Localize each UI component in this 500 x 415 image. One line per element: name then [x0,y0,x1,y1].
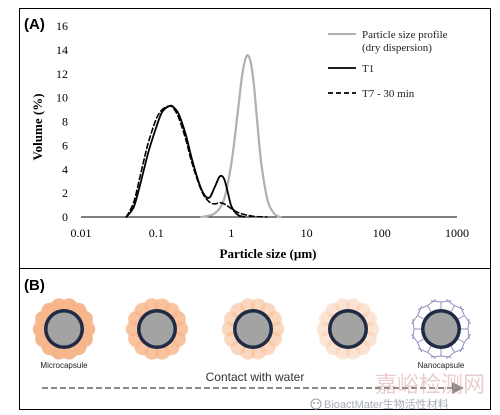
x-axis-label: Particle size (µm) [220,246,317,261]
wechat-icon [310,398,322,410]
polymer-branch [412,328,415,340]
polymer-branch [417,305,428,311]
y-tick-label: 4 [62,162,68,176]
capsule-stages [32,298,471,360]
y-tick-label: 0 [62,210,68,224]
wechat-icon-dot [313,402,315,404]
capsule-stage-3 [221,298,285,360]
series-line-1 [125,104,246,218]
capsule-stage-1 [32,298,96,360]
y-tick-label: 6 [62,138,68,152]
capsule-core [47,312,81,346]
polymer-branch [417,347,428,353]
polymer-branch [427,351,437,359]
x-tick-label: 0.1 [149,226,164,240]
polymer-branch [417,305,423,316]
y-tick-label: 16 [56,19,68,33]
watermark-chinese: 嘉峪检测网 [375,372,485,397]
x-tick-labels: 0.01 0.1 1 10 100 1000 [71,226,470,240]
polymer-chain [458,338,465,343]
x-tick-label: 1000 [445,226,469,240]
chart-area: 0.01 0.1 1 10 100 1000 0 2 4 6 8 10 12 14 16 [56,19,469,240]
y-tick-label: 10 [56,91,68,105]
capsule-stage-5 [411,299,471,359]
y-tick-label: 8 [62,115,68,129]
x-tick-label: 100 [373,226,391,240]
process-arrow-head [452,382,464,394]
wechat-icon-dot-2 [317,402,319,404]
polymer-branch [411,333,419,343]
polymer-branch [440,355,452,358]
y-tick-label: 12 [56,67,68,81]
polymer-chain [427,305,432,312]
x-tick-label: 10 [301,226,313,240]
legend-label-0: (dry dispersion) [362,42,432,54]
series-line-2 [125,105,269,218]
y-tick-label: 2 [62,186,68,200]
nanocapsule-label: Nanocapsule [418,361,465,370]
series-line-0 [200,54,282,219]
legend-label-0: Particle size profile [362,29,448,41]
capsule-stage-2 [125,298,189,360]
polymer-chain [417,315,424,320]
panel-b-label: (B) [24,277,45,294]
watermark-social-text: BioactMater生物活性材料 [324,397,449,411]
polymer-branch [445,351,455,359]
polymer-branch [430,300,442,303]
capsule-core [236,312,270,346]
polymer-branch [459,342,465,353]
watermark-social: BioactMater生物活性材料 [310,397,449,411]
polymer-branch [467,318,470,330]
polymer-branch [411,315,419,325]
contact-with-water-label: Contact with water [206,370,305,384]
x-tick-label: 0.01 [71,226,92,240]
polymer-branch [445,299,455,307]
polymer-branch [467,328,470,340]
y-axis-label: Volume (%) [30,93,45,160]
polymer-chain [458,315,465,320]
polymer-branch [454,347,465,353]
figure-border [19,8,491,410]
polymer-chain [417,338,424,343]
capsule-stage-4 [316,298,380,360]
polymer-chain [450,305,455,312]
capsule-core [140,312,174,346]
legend-label-2: T7 - 30 min [362,88,415,100]
polymer-branch [417,342,423,353]
polymer-chain [427,346,432,353]
polymer-branch [463,333,471,343]
polymer-branch [454,305,465,311]
polymer-chain [450,346,455,353]
polymer-branch [463,315,471,325]
polymer-branch [430,355,442,358]
legend-label-1: T1 [362,63,374,75]
microcapsule-label: Microcapsule [40,361,88,370]
polymer-branch [427,299,437,307]
polymer-branch [459,305,465,316]
polymer-branch [440,300,452,303]
y-tick-label: 14 [56,43,68,57]
capsule-core [331,312,365,346]
series-layer [125,54,282,219]
panel-a-label: (A) [24,16,45,33]
capsule-core [424,312,458,346]
legend: Particle size profile(dry dispersion) T1 T… [328,29,448,100]
x-tick-label: 1 [228,226,234,240]
polymer-branch [412,318,415,330]
y-tick-labels: 0 2 4 6 8 10 12 14 16 [56,19,68,224]
